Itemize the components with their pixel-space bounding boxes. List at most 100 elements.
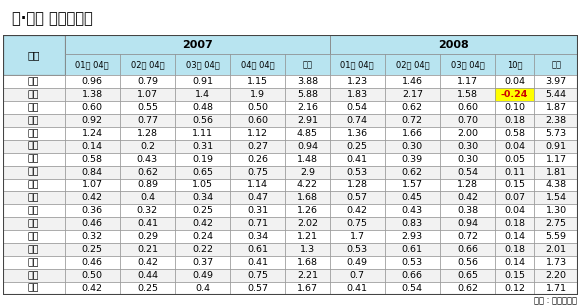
Bar	[3, 256, 64, 269]
Text: 전남: 전남	[28, 245, 39, 254]
Bar	[329, 282, 385, 295]
Bar	[285, 165, 329, 179]
Text: 1.3: 1.3	[300, 245, 315, 254]
Text: 충북: 충북	[28, 206, 39, 215]
Text: 1.83: 1.83	[347, 90, 368, 99]
Bar	[285, 127, 329, 140]
Text: 03월 04일: 03월 04일	[451, 60, 484, 69]
Bar	[120, 192, 175, 204]
Bar	[175, 230, 230, 243]
Text: 1.21: 1.21	[297, 232, 318, 241]
Text: 0.91: 0.91	[192, 77, 213, 86]
Bar	[385, 243, 440, 256]
Bar	[495, 101, 534, 114]
Bar	[64, 35, 329, 54]
Text: 0.57: 0.57	[347, 193, 368, 202]
Text: 5.44: 5.44	[546, 90, 567, 99]
Text: 0.7: 0.7	[350, 271, 365, 280]
Bar	[495, 282, 534, 295]
Text: 1.68: 1.68	[297, 258, 318, 267]
Text: 0.25: 0.25	[82, 245, 103, 254]
Text: 0.74: 0.74	[347, 116, 368, 125]
Bar	[495, 88, 534, 101]
Bar	[534, 269, 578, 282]
Text: 0.42: 0.42	[192, 219, 213, 228]
Text: 1.58: 1.58	[457, 90, 478, 99]
Text: 0.41: 0.41	[347, 155, 368, 164]
Bar	[64, 256, 120, 269]
Bar	[329, 75, 385, 88]
Bar	[385, 282, 440, 295]
Text: 4.38: 4.38	[546, 181, 567, 189]
Text: 0.34: 0.34	[247, 232, 269, 241]
Bar	[534, 101, 578, 114]
Text: 0.14: 0.14	[82, 142, 103, 151]
Text: 경남: 경남	[28, 271, 39, 280]
Bar	[440, 54, 495, 75]
Text: 0.60: 0.60	[247, 116, 269, 125]
Text: 2.75: 2.75	[546, 219, 567, 228]
Text: 인천: 인천	[28, 129, 39, 138]
Bar	[385, 256, 440, 269]
Bar	[64, 165, 120, 179]
Bar	[329, 230, 385, 243]
Bar	[329, 35, 578, 54]
Text: 1.46: 1.46	[402, 77, 423, 86]
Bar	[120, 165, 175, 179]
Bar	[495, 54, 534, 75]
Text: 0.18: 0.18	[504, 116, 525, 125]
Text: 0.42: 0.42	[82, 193, 103, 202]
Bar	[175, 127, 230, 140]
Bar	[64, 282, 120, 295]
Text: 누계: 누계	[551, 60, 561, 69]
Text: 0.12: 0.12	[504, 284, 525, 293]
Text: 0.25: 0.25	[192, 206, 213, 215]
Bar	[230, 282, 285, 295]
Bar	[534, 282, 578, 295]
Text: 0.4: 0.4	[140, 193, 155, 202]
Text: 0.96: 0.96	[82, 77, 103, 86]
Text: 02월 04일: 02월 04일	[396, 60, 429, 69]
Text: 4.22: 4.22	[297, 181, 318, 189]
Bar	[440, 192, 495, 204]
Text: 0.65: 0.65	[457, 271, 478, 280]
Text: 0.31: 0.31	[247, 206, 269, 215]
Text: 04월 04일: 04월 04일	[241, 60, 274, 69]
Text: 0.94: 0.94	[457, 219, 478, 228]
Text: 1.11: 1.11	[192, 129, 213, 138]
Text: 0.25: 0.25	[137, 284, 158, 293]
Bar	[385, 88, 440, 101]
Bar	[120, 243, 175, 256]
Text: 0.62: 0.62	[137, 168, 158, 177]
Bar	[285, 88, 329, 101]
Text: 1.12: 1.12	[247, 129, 269, 138]
Bar	[440, 256, 495, 269]
Text: 1.15: 1.15	[247, 77, 269, 86]
Text: 1.57: 1.57	[402, 181, 423, 189]
Text: 2.02: 2.02	[297, 219, 318, 228]
Text: 5.73: 5.73	[546, 129, 567, 138]
Bar	[3, 269, 64, 282]
Bar	[64, 75, 120, 88]
Text: 0.29: 0.29	[137, 232, 158, 241]
Text: 1.26: 1.26	[297, 206, 318, 215]
Bar	[175, 88, 230, 101]
Text: 0.53: 0.53	[347, 245, 368, 254]
Bar	[3, 204, 64, 217]
Text: 대전: 대전	[28, 155, 39, 164]
Bar	[385, 153, 440, 165]
Bar	[3, 153, 64, 165]
Bar	[175, 192, 230, 204]
Text: 0.15: 0.15	[504, 181, 525, 189]
Text: 0.31: 0.31	[192, 142, 213, 151]
Bar	[175, 75, 230, 88]
Text: 2.01: 2.01	[546, 245, 567, 254]
Text: 1.66: 1.66	[402, 129, 423, 138]
Text: 2.00: 2.00	[457, 129, 478, 138]
Text: 0.14: 0.14	[504, 258, 525, 267]
Text: 0.61: 0.61	[247, 245, 269, 254]
Bar	[285, 114, 329, 127]
Text: 1.07: 1.07	[82, 181, 103, 189]
Text: 0.72: 0.72	[457, 232, 478, 241]
Bar	[440, 204, 495, 217]
